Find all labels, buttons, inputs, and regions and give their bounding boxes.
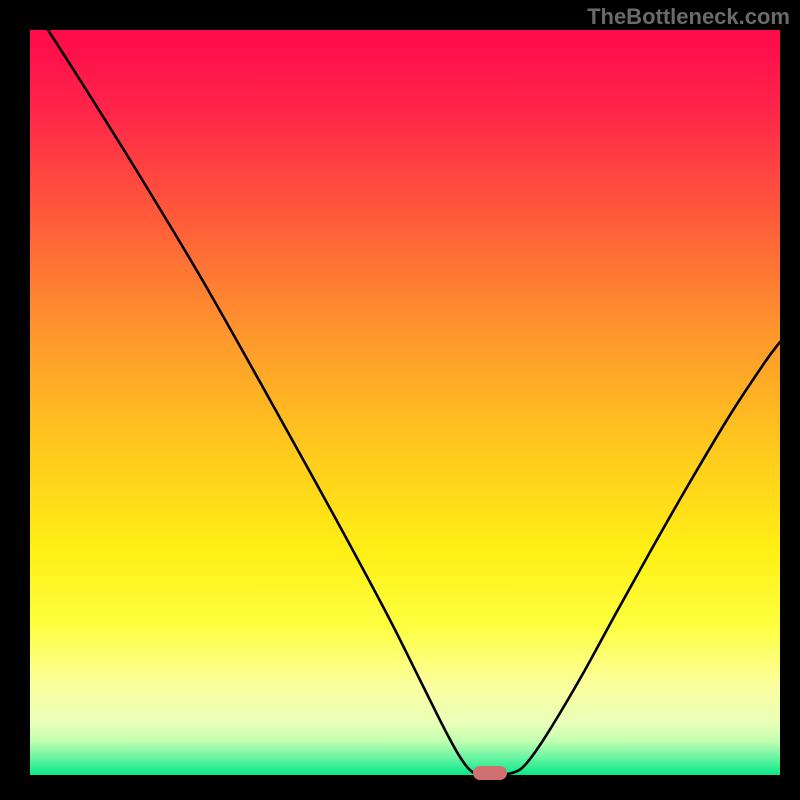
chart-container: TheBottleneck.com <box>0 0 800 800</box>
plot-background <box>30 30 780 775</box>
watermark-text: TheBottleneck.com <box>587 4 790 29</box>
optimal-marker <box>473 766 507 780</box>
